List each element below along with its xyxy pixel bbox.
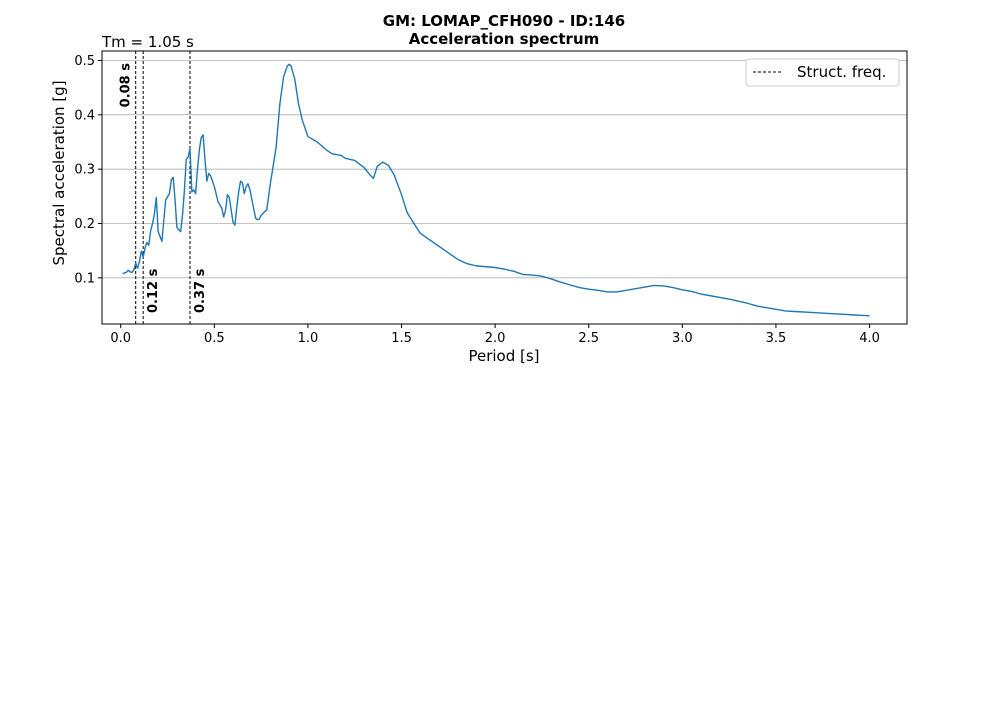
x-tick-label: 0.0 — [110, 331, 131, 346]
tm-annotation: Tm = 1.05 s — [101, 33, 194, 51]
chart-title: GM: LOMAP_CFH090 - ID:146 — [383, 12, 625, 30]
x-tick-label: 2.5 — [578, 331, 599, 346]
x-tick-label: 1.0 — [298, 331, 319, 346]
x-tick-label: 3.5 — [766, 331, 787, 346]
grid-layer — [102, 60, 907, 279]
x-axis-label: Period [s] — [468, 347, 539, 365]
struct-freq-label: 0.12 s — [146, 268, 161, 313]
x-tick-label: 4.0 — [859, 331, 880, 346]
y-tick-label: 0.4 — [74, 108, 95, 123]
legend-box — [745, 58, 900, 87]
x-tick-label: 0.5 — [204, 331, 225, 346]
y-tick-label: 0.5 — [74, 54, 95, 69]
struct-freq-label: 0.37 s — [193, 268, 208, 313]
y-tick-label: 0.1 — [74, 271, 95, 286]
spectrum-line — [122, 63, 870, 317]
plot-frame — [101, 50, 908, 325]
x-tick-label: 3.0 — [672, 331, 693, 346]
tick-layer: 0.1 0.2 0.3 0.4 0.5 0.0 0.5 1.0 1.5 2.0 2.5 3.0 3.5 4… — [74, 54, 880, 346]
x-tick-label: 2.0 — [485, 331, 506, 346]
y-tick-label: 0.3 — [74, 163, 95, 178]
chart-subtitle: Acceleration spectrum — [409, 30, 600, 48]
y-axis-label: Spectral acceleration [g] — [50, 80, 68, 265]
x-tick-label: 1.5 — [391, 331, 412, 346]
struct-freq-label: 0.08 s — [119, 63, 134, 108]
legend: Struct. freq. — [745, 58, 900, 87]
struct-freq-layer: 0.08 s 0.12 s 0.37 s — [119, 51, 208, 324]
y-tick-label: 0.2 — [74, 217, 95, 232]
legend-label-struct-freq: Struct. freq. — [797, 63, 886, 81]
series-layer — [122, 63, 870, 317]
